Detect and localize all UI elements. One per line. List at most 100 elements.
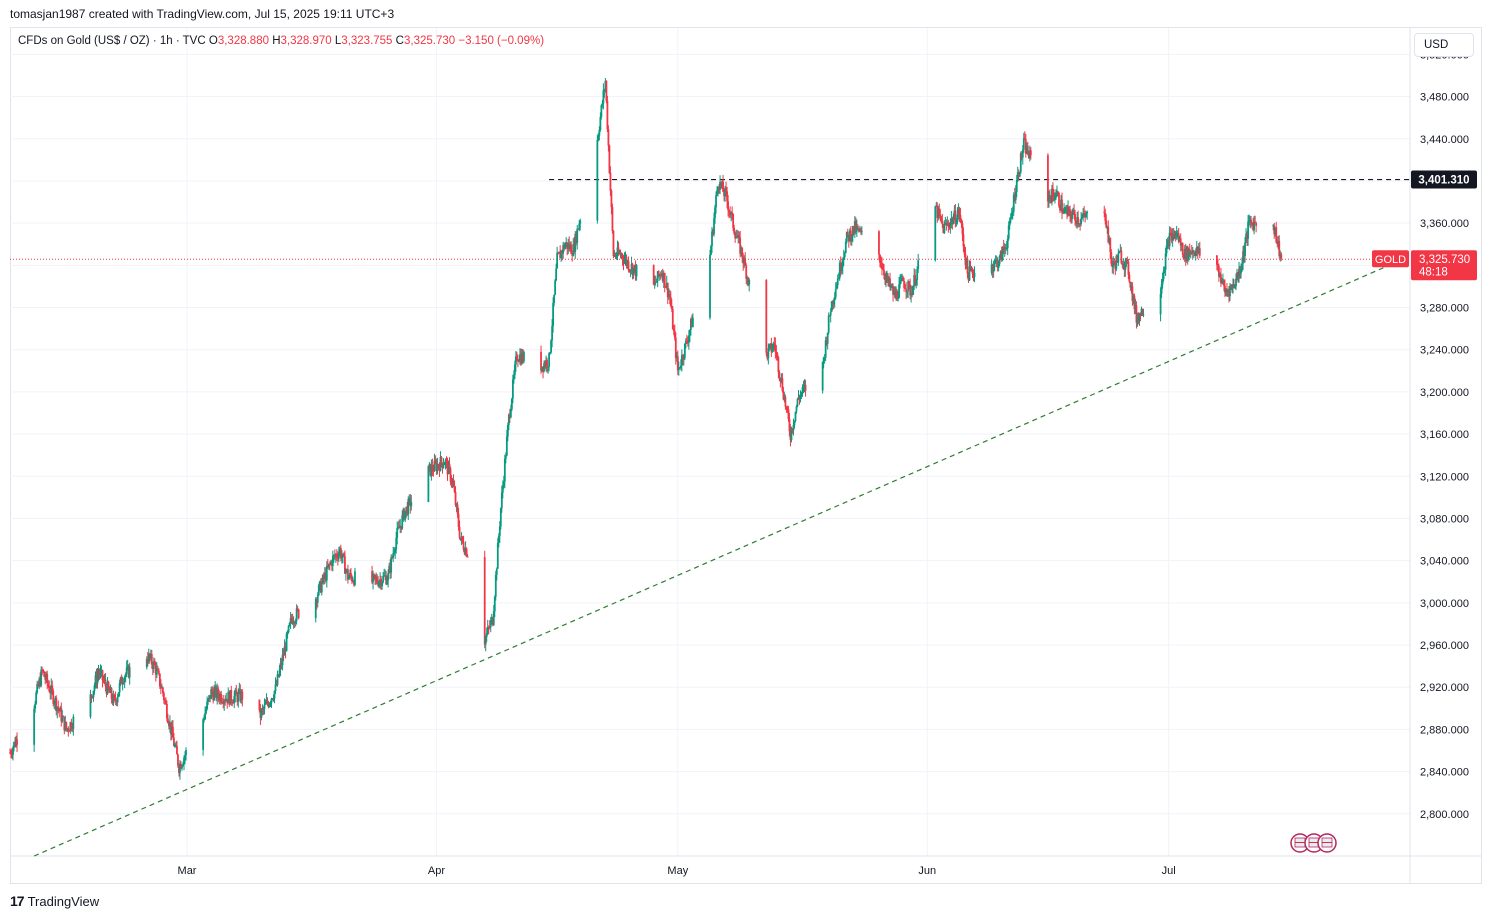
candle-body [887, 275, 889, 283]
candle-body [1226, 290, 1228, 292]
candle-body [512, 375, 515, 380]
candle-body [1004, 247, 1007, 249]
candle-body [634, 265, 637, 277]
candle-body [337, 552, 340, 559]
candle-body [502, 481, 505, 486]
candle-body [236, 694, 239, 702]
candle-body [1127, 261, 1130, 275]
candle-body [508, 414, 511, 418]
candle-body [653, 281, 656, 285]
candle-body [548, 353, 550, 368]
candle-body [1057, 192, 1059, 194]
candle-body [11, 754, 13, 756]
candle-body [966, 258, 969, 274]
candle-body [1117, 253, 1120, 263]
candle-body [1189, 252, 1192, 254]
candle-body [490, 617, 493, 621]
candle-body [99, 671, 102, 675]
candle-body [831, 301, 834, 305]
candle-body [104, 679, 107, 687]
currency-button[interactable]: USD [1414, 33, 1474, 57]
candle-body [882, 269, 884, 271]
candle-body [354, 571, 356, 585]
candle-body [210, 689, 213, 699]
candle-body [343, 553, 345, 557]
brand-name: TradingView [27, 894, 100, 909]
y-tick-label: 3,200.000 [1420, 387, 1469, 399]
candle-body [852, 226, 855, 233]
candle-body [1236, 272, 1238, 279]
candle-body [746, 277, 749, 279]
candle-body [827, 315, 830, 333]
candle-body [911, 292, 914, 295]
candle-body [912, 286, 915, 295]
candle-body [264, 703, 267, 705]
candle-body [318, 581, 321, 586]
candle-body [385, 575, 388, 585]
candle-body [1139, 313, 1142, 316]
candle-body [1190, 252, 1193, 254]
candle-body [843, 252, 846, 257]
candle-body [621, 254, 624, 260]
candle-body [149, 654, 152, 659]
candle-body [557, 253, 560, 255]
candle-body [605, 80, 608, 101]
symbol-name[interactable]: CFDs on Gold (US$ / OZ) · 1h · TVC [18, 35, 206, 47]
candle-body [458, 527, 461, 538]
candle-body [1247, 221, 1249, 239]
candle-body [1166, 240, 1169, 246]
candle-body [779, 377, 782, 382]
candle-body [716, 190, 718, 196]
candle-body [1246, 233, 1248, 239]
candle-body [798, 397, 801, 399]
candle-body [997, 263, 1000, 268]
candle-body [1222, 280, 1224, 283]
candle-body [126, 665, 129, 668]
candle-body [127, 665, 130, 678]
x-tick-label: Jun [918, 865, 936, 877]
candle-body [774, 344, 777, 352]
y-tick-label: 3,120.000 [1420, 471, 1469, 483]
candle-body [172, 726, 174, 738]
candle-body [845, 231, 848, 242]
candle-body [1136, 317, 1139, 323]
candle-body [673, 330, 676, 338]
candle-body [228, 692, 231, 705]
candle-body [282, 654, 285, 656]
candle-body [1230, 285, 1232, 287]
candle-body [13, 742, 15, 748]
candle-body [563, 245, 566, 250]
candle-body [1231, 285, 1233, 288]
candle-body [1131, 286, 1134, 301]
candle-body [569, 244, 572, 249]
candle-body [96, 674, 99, 684]
tradingview-brand[interactable]: 17 TradingView [10, 893, 99, 909]
symbol-legend[interactable]: CFDs on Gold (US$ / OZ) · 1h · TVC O3,32… [18, 35, 544, 47]
candle-body [1001, 246, 1004, 261]
y-axis: 2,800.000 2,840.000 2,880.000 2,920.000 2,96… [1420, 49, 1469, 820]
candle-body [903, 280, 906, 288]
candle-body [1175, 233, 1178, 237]
candle-body [125, 667, 128, 675]
candle-body [939, 214, 942, 217]
candle-body [97, 672, 100, 675]
candle-body [951, 218, 954, 224]
candle-body [905, 288, 908, 292]
candle-body [847, 234, 850, 242]
candle-body [890, 286, 892, 288]
candle-body [114, 698, 117, 701]
candle-body [116, 696, 119, 703]
candle-body [785, 406, 788, 408]
candle-body [606, 100, 609, 130]
candle-body [960, 219, 963, 224]
candle-body [667, 293, 670, 298]
candle-body [672, 329, 675, 331]
candle-body [1126, 259, 1129, 262]
candle-body [1245, 233, 1247, 243]
candle-body [226, 698, 229, 704]
candle-body [1191, 250, 1194, 253]
candle-body [1028, 150, 1031, 158]
candle-body [1000, 251, 1003, 261]
candle-body [353, 581, 355, 585]
